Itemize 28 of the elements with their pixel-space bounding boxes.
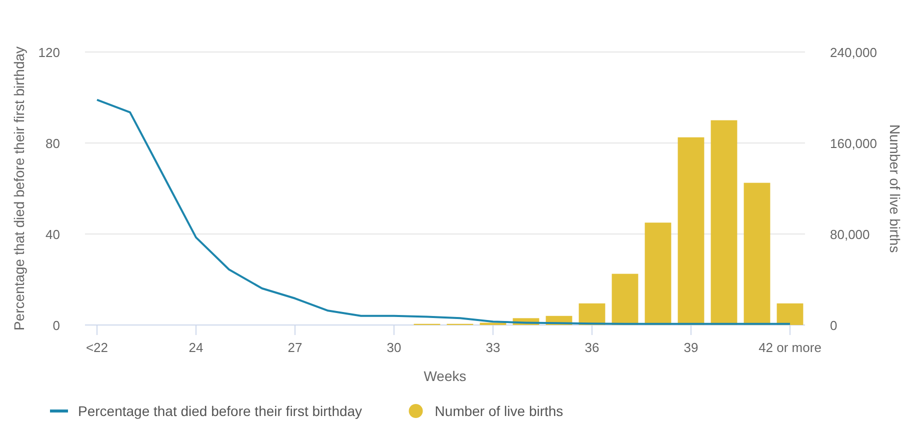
x-tick-label: 30 — [386, 340, 402, 355]
y2-tick-label: 80,000 — [830, 227, 870, 242]
x-tick-label: 42 or more — [758, 340, 822, 355]
x-tick-label: <22 — [86, 340, 108, 355]
x-tick-label: 39 — [684, 340, 698, 355]
bar — [710, 120, 738, 325]
bar — [644, 222, 672, 325]
y2-tick-label: 240,000 — [830, 45, 877, 60]
y2-axis-title: Number of live births — [887, 124, 903, 253]
bar — [678, 137, 704, 325]
bar — [744, 182, 770, 325]
y-tick-label: 0 — [52, 318, 60, 333]
y-axis-title: Percentage that died before their first birthday — [11, 46, 27, 331]
bar — [776, 303, 804, 325]
y-tick-label: 120 — [38, 45, 60, 60]
y2-tick-label: 0 — [830, 318, 838, 333]
x-axis-title: Weeks — [424, 368, 466, 384]
y-tick-label: 40 — [46, 227, 60, 242]
x-tick-label: 27 — [288, 340, 302, 355]
line-series — [96, 98, 791, 325]
legend-label: Number of live births — [434, 403, 564, 419]
x-tick-label: 33 — [486, 340, 500, 355]
y-tick-label: 80 — [46, 136, 60, 151]
y2-tick-label: 160,000 — [830, 136, 877, 151]
x-tick-label: 36 — [584, 340, 600, 355]
x-tick-label: 24 — [188, 340, 204, 355]
legend-label: Percentage that died before their first birthday — [78, 403, 362, 419]
bar — [612, 274, 638, 325]
